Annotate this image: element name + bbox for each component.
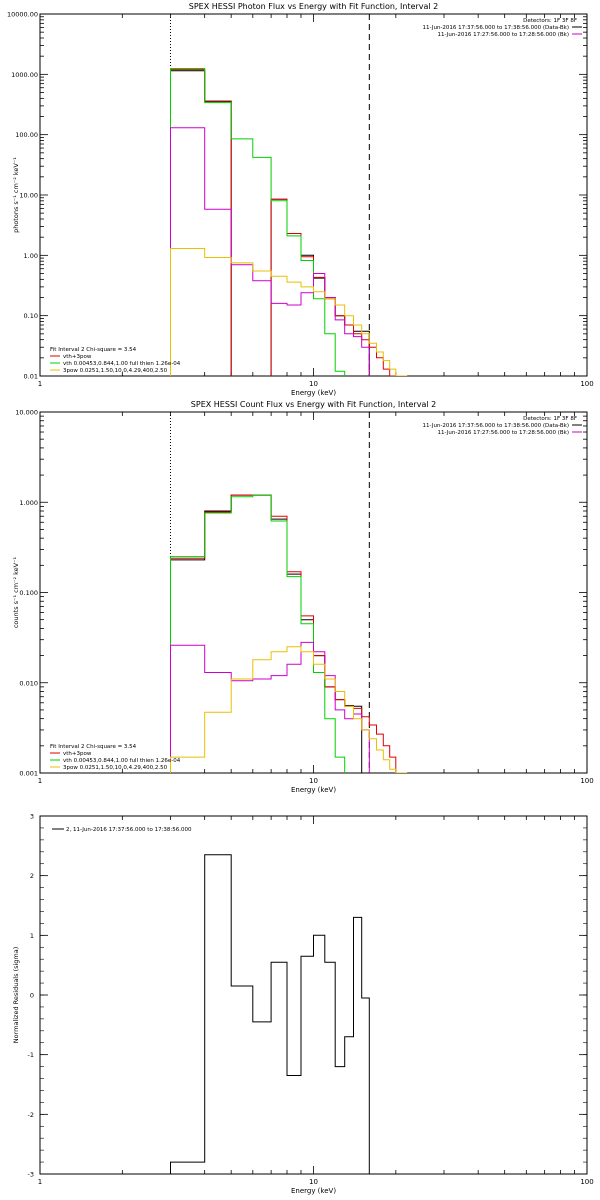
x-axis-label: Energy (keV) [291, 1187, 336, 1195]
y-tick-label: 1.000 [19, 499, 38, 507]
chart-3: 1 10 100 Energy (keV) -3 -2 -1 0 1 2 3 Normalized R… [12, 813, 594, 1196]
y-tick-label: 0.001 [19, 770, 38, 778]
legend-bottom-entry: 3pow 0.0251,1.50,10.0,4.29,400,2.50 [63, 368, 168, 374]
plot-area [169, 14, 408, 376]
chart-title: SPEX HESSI Photon Flux vs Energy with Fi… [189, 2, 439, 11]
chart-title: SPEX HESSI Count Flux vs Energy with Fit… [191, 400, 436, 409]
y-tick-label: 0 [30, 992, 34, 1000]
plot-area [170, 854, 370, 1174]
y-tick-label: 100.00 [15, 131, 38, 139]
y-axis-label: Normalized Residuals (sigma) [12, 947, 20, 1044]
legend-top-entry: Detectors: 1F 3F 8F [523, 416, 577, 422]
y-tick-label: 10.000 [15, 409, 38, 417]
x-tick-label: 1 [38, 1178, 42, 1186]
series-1-line [170, 854, 370, 1174]
plot-frame [39, 13, 588, 377]
x-tick-label: 10 [309, 380, 318, 388]
y-tick-label: 1 [30, 932, 34, 940]
y-tick-label: 2 [30, 872, 34, 880]
x-tick-label: 10 [309, 777, 318, 785]
legend-bottom-entry: vth 0.00453,0.844,1.00 full thien 1.26e-… [63, 758, 181, 764]
legend-bottom-entry: Fit Interval 2 Chi-square = 3.54 [50, 347, 137, 353]
chart-1: SPEX HESSI Photon Flux vs Energy with Fi… [7, 2, 594, 397]
y-tick-label: 0.010 [19, 679, 38, 687]
y-tick-label: 0.100 [19, 589, 38, 597]
x-tick-label: 100 [580, 1178, 593, 1186]
series-1-line [170, 494, 363, 773]
legend-bottom-entry: Fit Interval 2 Chi-square = 3.54 [50, 744, 137, 750]
y-tick-label: -2 [28, 1111, 34, 1119]
series-5-line [170, 646, 408, 773]
x-tick-label: 100 [580, 380, 593, 388]
legend-top-entry: 11-Jun-2016 17:37:56.000 to 17:38:56.000… [423, 25, 569, 31]
y-tick-label: 10000.00 [7, 11, 38, 19]
y-tick-label: 1.00 [24, 252, 38, 260]
y-tick-label: -1 [28, 1051, 34, 1059]
chart-2: SPEX HESSI Count Flux vs Energy with Fit… [12, 400, 594, 794]
legend-bottom-entry: vth+3pow [63, 354, 92, 360]
series-1-line [170, 70, 370, 376]
series-4-line [170, 641, 370, 773]
x-axis-label: Energy (keV) [291, 786, 336, 794]
y-tick-label: 1000.00 [11, 71, 38, 79]
series-4-line [170, 127, 370, 376]
y-tick-label: -3 [28, 1171, 34, 1179]
x-tick-label: 1 [38, 777, 42, 785]
y-tick-label: 3 [30, 813, 34, 821]
legend-bottom-entry: vth 0.00453,0.844,1.00 full thien 1.26e-… [63, 361, 181, 367]
legend-top-entry: 11-Jun-2016 17:27:56.000 to 17:28:56.000… [437, 430, 569, 436]
series-3-line [170, 494, 346, 773]
series-3-line [170, 68, 354, 376]
x-tick-label: 1 [38, 380, 42, 388]
legend-bottom-entry: vth+3pow [63, 751, 92, 757]
legend-top-entry: Detectors: 1F 3F 8F [523, 18, 577, 24]
series-5-line [170, 248, 408, 376]
legend-top-entry: 11-Jun-2016 17:27:56.000 to 17:28:56.000… [437, 32, 569, 38]
legend-top-entry: 11-Jun-2016 17:37:56.000 to 17:38:56.000… [423, 423, 569, 429]
y-tick-label: 10.00 [19, 192, 38, 200]
y-tick-label: 0.01 [24, 373, 38, 381]
plot-frame [39, 815, 588, 1175]
plot-area [169, 412, 408, 773]
y-axis-label: counts s⁻¹ cm⁻² keV⁻¹ [12, 556, 20, 628]
x-tick-label: 10 [309, 1178, 318, 1186]
x-tick-label: 100 [580, 777, 593, 785]
y-axis-label: photons s⁻¹ cm⁻² keV⁻¹ [12, 157, 20, 233]
x-axis-label: Energy (keV) [291, 389, 336, 397]
legend-bottom-entry: 3pow 0.0251,1.50,10.0,4.29,400,2.50 [63, 765, 168, 771]
y-tick-label: 0.10 [24, 312, 38, 320]
legend-entry: 2, 11-Jun-2016 17:37:56.000 to 17:38:56.… [66, 827, 192, 833]
plot-frame [39, 411, 588, 774]
